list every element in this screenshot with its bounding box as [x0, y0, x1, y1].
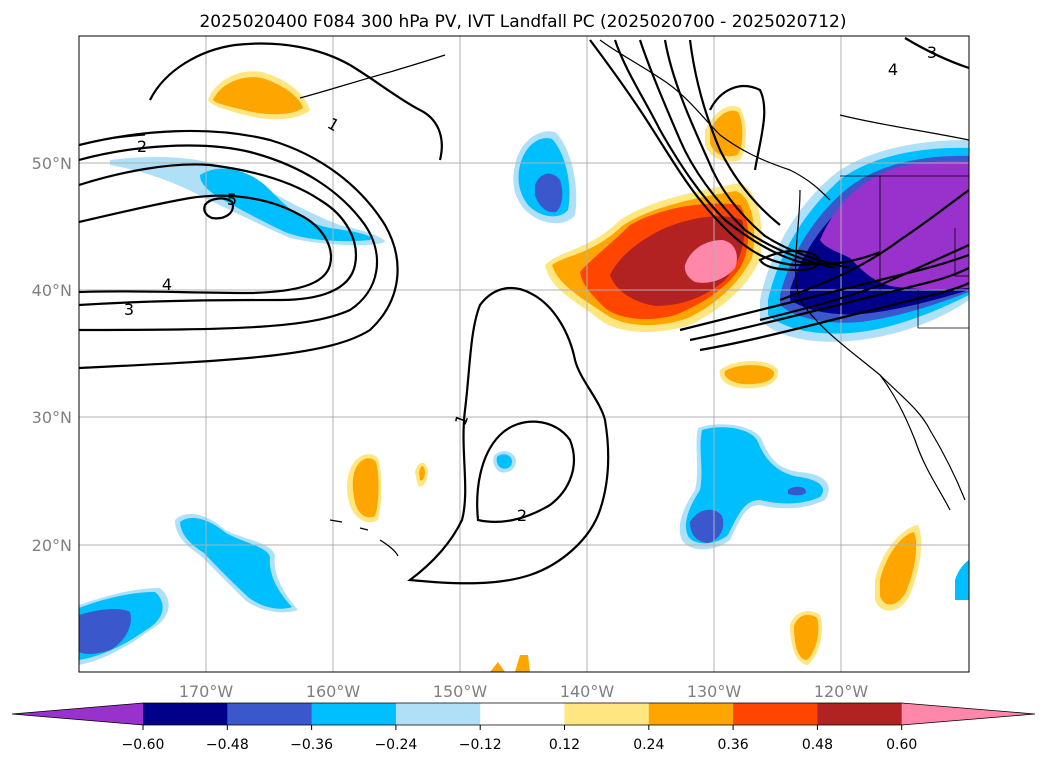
colorbar-segment — [564, 703, 650, 725]
colorbar: −0.60 −0.48 −0.36 −0.24 −0.12 0.12 0.24 0.36 0.4… — [11, 702, 1036, 753]
coastlines — [99, 39, 969, 557]
lat-label: 40°N — [32, 281, 72, 300]
colorbar-extend-high — [901, 703, 1035, 725]
colorbar-tick-label: 0.24 — [633, 737, 664, 753]
negative-region-aleutian-core — [200, 168, 371, 242]
map-frame — [78, 35, 970, 673]
contour-label: 2 — [137, 137, 147, 156]
positive-region-offshore-firebrick — [610, 216, 745, 306]
colorbar-tick-label: 0.48 — [802, 737, 833, 753]
colorbar-tick-label: −0.36 — [290, 737, 333, 753]
lat-label: 50°N — [32, 154, 72, 173]
colorbar-segment — [480, 703, 565, 725]
negative-region-subtropical-east-royal2 — [788, 486, 806, 496]
latitude-labels: 50°N 40°N 30°N 20°N — [32, 154, 72, 555]
negative-region-core-purple — [820, 160, 969, 290]
negative-region-southwest-royal — [79, 608, 131, 655]
positive-region-south-core — [794, 614, 819, 660]
negative-region-west-pacific-core — [180, 517, 292, 609]
positive-region-california-offshore-core — [724, 365, 775, 385]
lon-label: 140°W — [560, 682, 615, 701]
contour-label: 3 — [124, 300, 134, 319]
pv-contours — [79, 37, 969, 585]
positive-region-northwest-core — [213, 77, 303, 115]
colorbar-segment — [733, 703, 818, 725]
positive-region-small-core — [419, 466, 425, 481]
colorbar-tick-label: −0.60 — [122, 737, 165, 753]
negative-region-subtropical-small-core — [496, 454, 512, 469]
colorbar-segment — [648, 703, 734, 725]
contour-label: 4 — [888, 60, 898, 79]
lon-label: 150°W — [433, 682, 488, 701]
colorbar-tick-label: −0.12 — [459, 737, 502, 753]
lon-label: 160°W — [306, 682, 361, 701]
colorbar-segment — [395, 703, 481, 725]
longitude-labels: 170°W 160°W 150°W 140°W 130°W 120°W — [179, 682, 869, 701]
lon-label: 130°W — [687, 682, 742, 701]
lon-label: 120°W — [814, 682, 869, 701]
colorbar-segment — [311, 703, 397, 725]
colorbar-segment — [817, 703, 903, 725]
lat-label: 20°N — [32, 536, 72, 555]
lat-label: 30°N — [32, 408, 72, 427]
colorbar-segment — [143, 703, 228, 725]
state-borders — [840, 175, 969, 329]
colorbar-tick-label: 0.60 — [886, 737, 917, 753]
map-title: 2025020400 F084 300 hPa PV, IVT Landfall… — [199, 12, 846, 32]
positive-region-hawaii-core — [352, 458, 379, 518]
colorbar-tick-label: −0.24 — [374, 737, 417, 753]
contour-label: 5 — [227, 190, 237, 209]
contour-label: 2 — [517, 506, 527, 525]
contour-label: 3 — [927, 43, 937, 62]
negative-region-gulf-of-alaska-royal — [535, 173, 563, 213]
map-area: 2 1 5 4 3 1 2 4 3 — [79, 36, 969, 672]
positive-region-southeast-core — [880, 532, 917, 605]
colorbar-extend-low — [12, 703, 143, 725]
colorbar-tick-label: −0.48 — [206, 737, 249, 753]
colorbar-tick-label: 0.12 — [549, 737, 580, 753]
contour-label: 4 — [162, 275, 172, 294]
positive-region-bottom — [515, 655, 530, 672]
colorbar-tick-label: 0.36 — [718, 737, 749, 753]
negative-region-edge — [955, 560, 969, 600]
negative-region-subtropical-east-royal — [690, 509, 724, 543]
colorbar-segment — [227, 703, 313, 725]
positive-region-bottom2 — [490, 662, 505, 672]
lon-label: 170°W — [179, 682, 234, 701]
positive-region-offshore-pink — [684, 240, 737, 283]
